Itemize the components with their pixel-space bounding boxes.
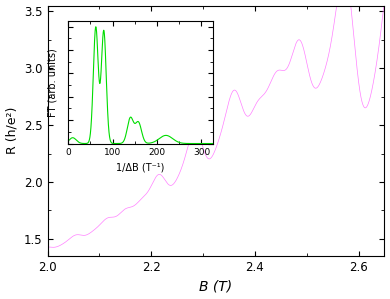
Y-axis label: R (h/e²): R (h/e²) (5, 107, 19, 155)
X-axis label: B (T): B (T) (199, 280, 232, 293)
Y-axis label: FT (arb. units): FT (arb. units) (48, 48, 58, 117)
X-axis label: 1/ΔB (T⁻¹): 1/ΔB (T⁻¹) (116, 163, 165, 173)
